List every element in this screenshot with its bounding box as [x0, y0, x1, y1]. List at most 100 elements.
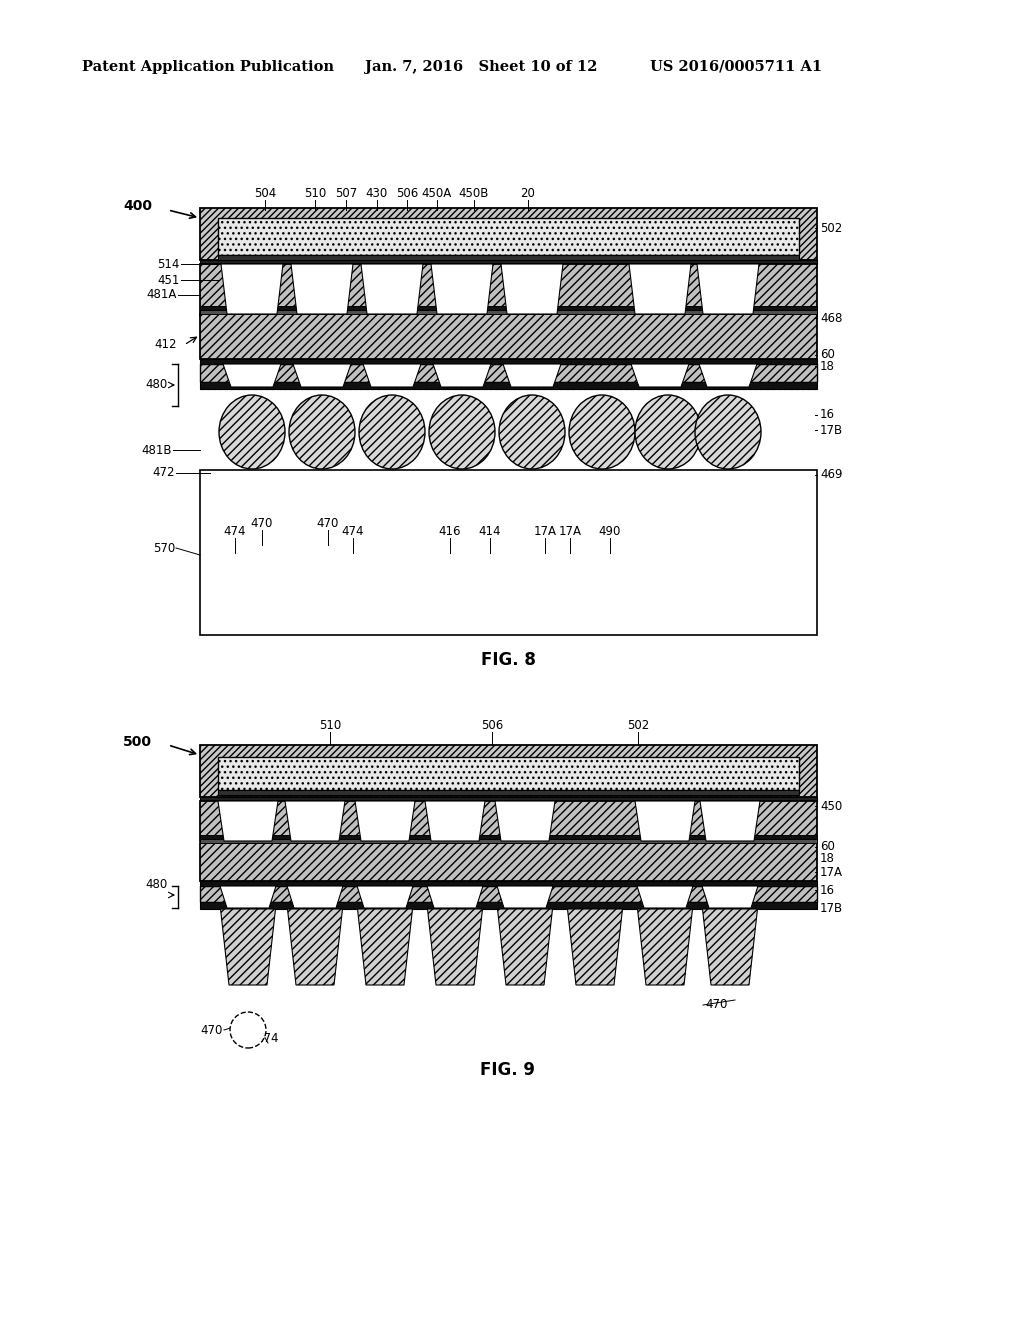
- Bar: [200, 260, 817, 264]
- Text: FIG. 9: FIG. 9: [480, 1061, 536, 1078]
- Polygon shape: [702, 909, 758, 985]
- Text: 470: 470: [705, 998, 727, 1011]
- Text: 430: 430: [366, 187, 388, 201]
- Polygon shape: [361, 264, 423, 314]
- Ellipse shape: [695, 395, 761, 469]
- Polygon shape: [697, 264, 759, 314]
- Text: 18: 18: [820, 851, 835, 865]
- Text: 450: 450: [820, 800, 843, 813]
- Bar: [218, 218, 799, 255]
- Bar: [200, 744, 817, 797]
- Polygon shape: [567, 909, 623, 985]
- Text: 514: 514: [158, 257, 180, 271]
- Circle shape: [230, 1012, 266, 1048]
- Text: 470: 470: [251, 517, 273, 531]
- Polygon shape: [220, 909, 275, 985]
- Text: 570: 570: [153, 541, 175, 554]
- Polygon shape: [285, 801, 345, 841]
- Polygon shape: [427, 886, 483, 908]
- Ellipse shape: [635, 395, 701, 469]
- Text: 17B: 17B: [820, 424, 843, 437]
- Text: 474: 474: [257, 1032, 280, 1045]
- Text: 18: 18: [820, 359, 835, 372]
- Text: 480: 480: [145, 379, 168, 392]
- Polygon shape: [362, 364, 421, 387]
- Polygon shape: [503, 364, 561, 387]
- Ellipse shape: [429, 395, 495, 469]
- Text: 481B: 481B: [141, 444, 172, 457]
- Text: 481A: 481A: [146, 289, 177, 301]
- Bar: [200, 880, 817, 886]
- Polygon shape: [357, 909, 413, 985]
- Text: 500: 500: [123, 735, 152, 748]
- Text: 450B: 450B: [459, 187, 489, 201]
- Bar: [218, 789, 799, 795]
- Bar: [200, 797, 817, 801]
- Polygon shape: [220, 886, 276, 908]
- Polygon shape: [700, 801, 760, 841]
- Polygon shape: [638, 909, 692, 985]
- Bar: [200, 801, 817, 841]
- Text: 507: 507: [335, 187, 357, 201]
- Text: FIG. 8: FIG. 8: [480, 651, 536, 669]
- Polygon shape: [288, 909, 342, 985]
- Polygon shape: [425, 801, 485, 841]
- Text: 468: 468: [820, 312, 843, 325]
- Polygon shape: [431, 264, 493, 314]
- Bar: [200, 843, 817, 880]
- Ellipse shape: [219, 395, 285, 469]
- Text: 16: 16: [820, 408, 835, 421]
- Text: 474: 474: [342, 525, 365, 539]
- Text: 470: 470: [316, 517, 339, 531]
- Text: 17B: 17B: [820, 902, 843, 915]
- Polygon shape: [631, 364, 689, 387]
- Polygon shape: [427, 909, 482, 985]
- Text: 472: 472: [153, 466, 175, 479]
- Polygon shape: [495, 801, 555, 841]
- Polygon shape: [635, 801, 695, 841]
- Text: 17A: 17A: [820, 866, 843, 879]
- Ellipse shape: [289, 395, 355, 469]
- Text: 474: 474: [224, 525, 246, 539]
- Text: 504: 504: [254, 187, 276, 201]
- Text: 16: 16: [820, 883, 835, 896]
- Polygon shape: [293, 364, 351, 387]
- Text: 506: 506: [396, 187, 418, 201]
- Bar: [200, 840, 817, 843]
- Text: 416: 416: [438, 525, 461, 539]
- Text: 17A: 17A: [558, 525, 582, 539]
- Text: 490: 490: [599, 525, 622, 539]
- Text: 510: 510: [304, 187, 326, 201]
- Bar: [200, 381, 817, 389]
- Polygon shape: [501, 264, 563, 314]
- Polygon shape: [291, 264, 353, 314]
- Bar: [200, 310, 817, 314]
- Text: Patent Application Publication: Patent Application Publication: [82, 59, 334, 74]
- Text: 20: 20: [520, 187, 536, 201]
- Bar: [218, 255, 799, 260]
- Polygon shape: [702, 886, 758, 908]
- Text: Jan. 7, 2016   Sheet 10 of 12: Jan. 7, 2016 Sheet 10 of 12: [365, 59, 597, 74]
- Bar: [200, 306, 817, 310]
- Polygon shape: [637, 886, 693, 908]
- Text: 414: 414: [479, 525, 502, 539]
- Polygon shape: [497, 886, 553, 908]
- Text: 502: 502: [820, 222, 843, 235]
- Text: 480: 480: [145, 879, 168, 891]
- Bar: [200, 886, 817, 902]
- Polygon shape: [498, 909, 553, 985]
- Polygon shape: [355, 801, 415, 841]
- Text: 400: 400: [123, 199, 152, 213]
- Text: 510: 510: [318, 719, 341, 733]
- Polygon shape: [629, 264, 691, 314]
- Bar: [200, 209, 817, 260]
- Bar: [200, 314, 817, 359]
- Text: 502: 502: [627, 719, 649, 733]
- Polygon shape: [699, 364, 757, 387]
- Bar: [200, 470, 817, 635]
- Text: 60: 60: [820, 348, 835, 362]
- Text: 469: 469: [820, 469, 843, 482]
- Bar: [200, 902, 817, 909]
- Polygon shape: [357, 886, 413, 908]
- Text: 451: 451: [158, 273, 180, 286]
